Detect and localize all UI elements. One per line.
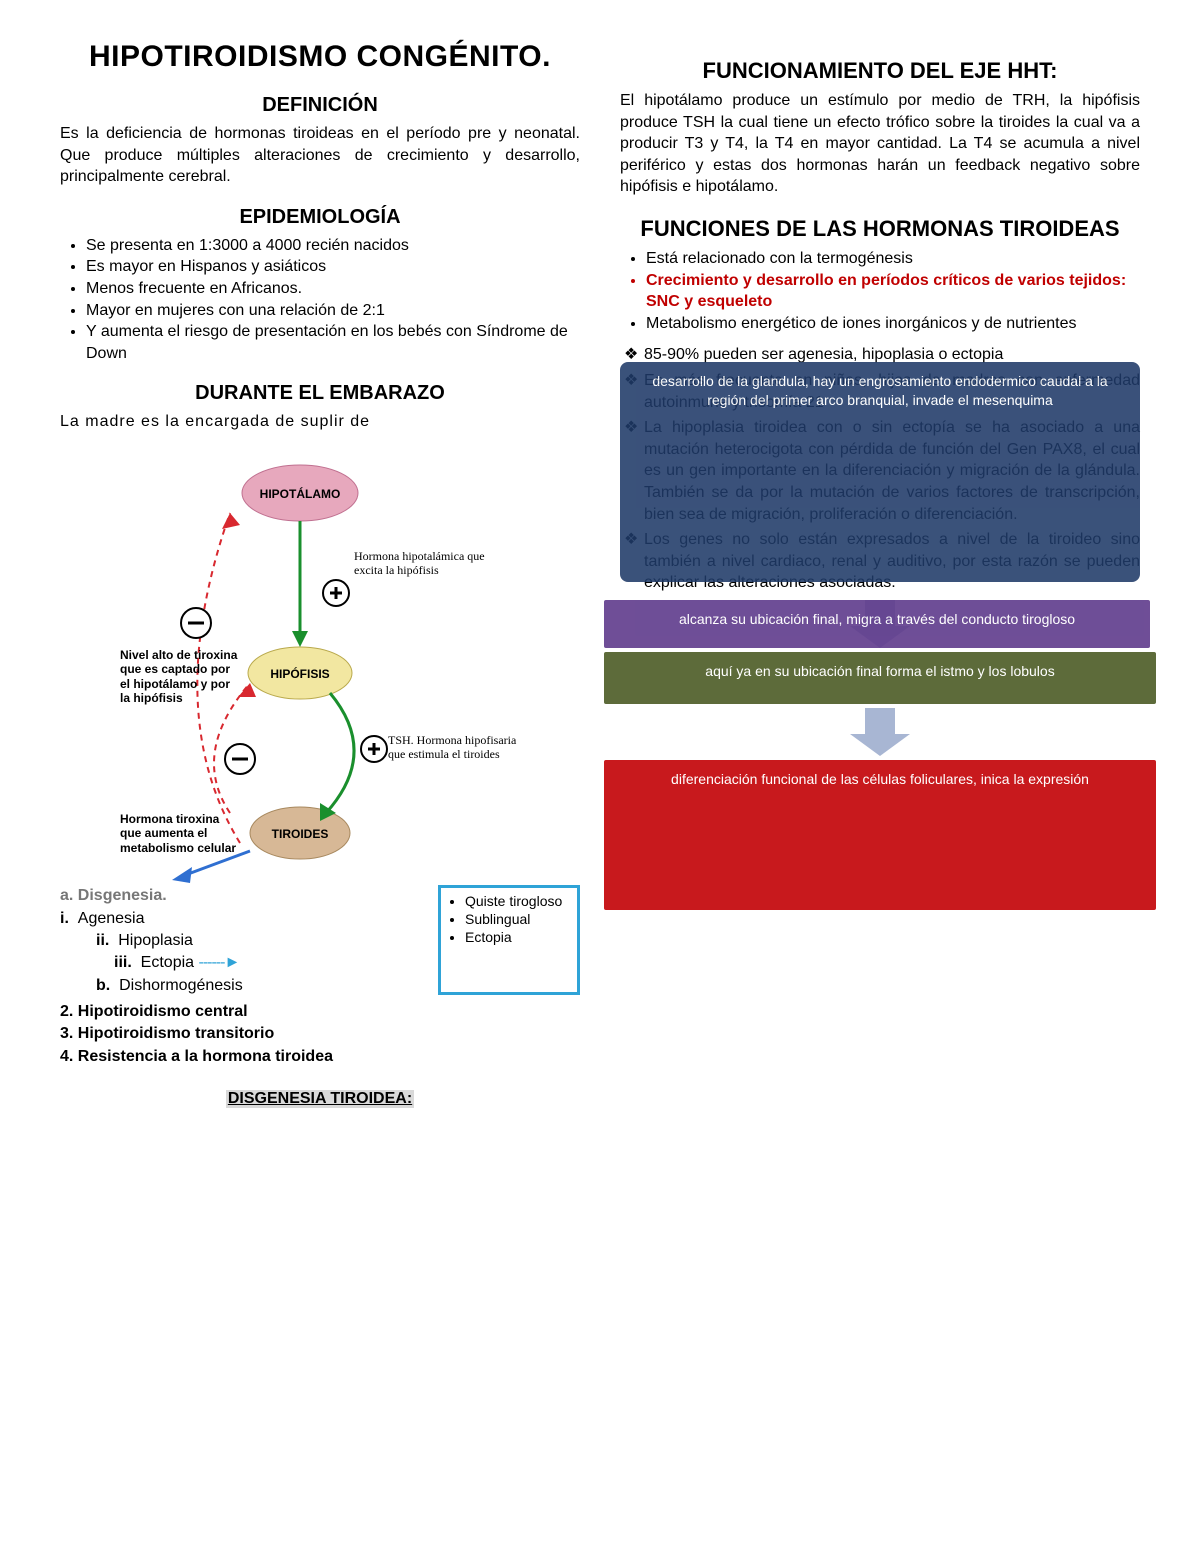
overlap-region: 85-90% pueden ser agenesia, hipoplasia o… [620, 344, 1140, 594]
box-item: Ectopia [465, 928, 569, 946]
epi-item: Y aumenta el riesgo de presentación en l… [86, 321, 580, 364]
left-column: HIPOTIROIDISMO CONGÉNITO. DEFINICIÓN Es … [60, 40, 580, 1108]
flow-arrow-2 [620, 708, 1140, 756]
definicion-heading: DEFINICIÓN [60, 94, 580, 117]
node-hipotalamo-label: HIPOTÁLAMO [260, 486, 341, 501]
flow-box-blue: desarrollo de la glandula, hay un engros… [620, 362, 1140, 582]
funciones-item: Está relacionado con la termogénesis [646, 248, 1140, 270]
funciones-heading: FUNCIONES DE LAS HORMONAS TIROIDEAS [620, 216, 1140, 242]
classif-2: 2. Hipotiroidismo central [60, 1001, 580, 1023]
box-item: Sublingual [465, 910, 569, 928]
funciones-list: Está relacionado con la termogénesis Cre… [620, 248, 1140, 334]
epi-heading: EPIDEMIOLOGÍA [60, 206, 580, 229]
epi-list: Se presenta en 1:3000 a 4000 recién naci… [60, 235, 580, 365]
classif-3: 3. Hipotiroidismo transitorio [60, 1023, 580, 1045]
epi-item: Menos frecuente en Africanos. [86, 278, 580, 300]
disgenesia-heading: DISGENESIA TIROIDEA: [226, 1090, 414, 1108]
classif-4: 4. Resistencia a la hormona tiroidea [60, 1046, 580, 1068]
epi-item: Mayor en mujeres con una relación de 2:1 [86, 300, 580, 322]
right-column: FUNCIONAMIENTO DEL EJE HHT: El hipotálam… [620, 40, 1140, 1108]
hht-label-right2: TSH. Hormona hipofisaria que estimula el… [388, 733, 520, 762]
funciones-item-red: Crecimiento y desarrollo en períodos crí… [646, 270, 1140, 313]
hht-diagram: HIPOTÁLAMO HIPÓFISIS TIROIDES [120, 453, 520, 855]
ectopia-box: Quiste tirogloso Sublingual Ectopia [438, 885, 580, 995]
node-hipofisis-label: HIPÓFISIS [270, 666, 329, 681]
classif-b: b. Dishormogénesis [96, 975, 426, 997]
classif-iii: iii. Ectopia ------► [114, 952, 426, 974]
epi-item: Se presenta en 1:3000 a 4000 recién naci… [86, 235, 580, 257]
func-eje-text: El hipotálamo produce un estímulo por me… [620, 90, 1140, 198]
flow-box-purple: alcanza su ubicación final, migra a trav… [604, 600, 1150, 648]
epi-item: Es mayor en Hispanos y asiáticos [86, 256, 580, 278]
main-title: HIPOTIROIDISMO CONGÉNITO. [60, 40, 580, 74]
flow-box-olive: aquí ya en su ubicación final forma el i… [604, 652, 1156, 704]
classif-ii: ii. Hipoplasia [96, 930, 426, 952]
embarazo-text: La madre es la encargada de suplir de [60, 411, 580, 433]
classification-numbered: 2. Hipotiroidismo central 3. Hipotiroidi… [60, 1001, 580, 1068]
classif-i: i. Agenesia [60, 908, 426, 930]
flow-box-red: diferenciación funcional de las células … [604, 760, 1156, 910]
classification-list: a. Disgenesia. i. Agenesia ii. Hipoplasi… [60, 885, 426, 997]
classif-a: a. Disgenesia. [60, 885, 426, 907]
func-eje-heading: FUNCIONAMIENTO DEL EJE HHT: [620, 58, 1140, 84]
funciones-item: Metabolismo energético de iones inorgáni… [646, 313, 1140, 335]
definicion-text: Es la deficiencia de hormonas tiroideas … [60, 123, 580, 188]
embarazo-heading: DURANTE EL EMBARAZO [60, 382, 580, 405]
hht-label-right1: Hormona hipotalámica que excita la hipóf… [354, 549, 514, 578]
box-item: Quiste tirogloso [465, 892, 569, 910]
node-tiroides-label: TIROIDES [272, 827, 329, 841]
